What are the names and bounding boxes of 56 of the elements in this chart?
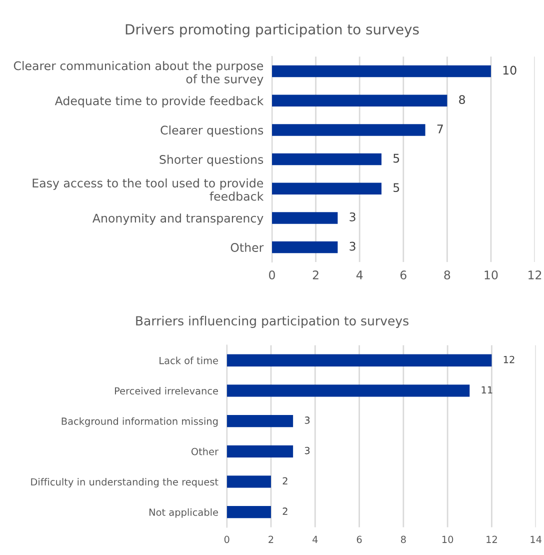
y-tick-label: Adequate time to provide feedback xyxy=(54,96,264,108)
data-label: 3 xyxy=(304,446,310,454)
bar xyxy=(272,241,338,254)
y-tick-label: Clearer questions xyxy=(160,125,264,137)
x-tick-label: 12 xyxy=(528,270,542,280)
data-label: 5 xyxy=(394,183,400,192)
bar xyxy=(226,384,470,397)
data-label: 12 xyxy=(504,356,514,364)
x-tick-label: 0 xyxy=(269,270,275,280)
x-tick-label: 10 xyxy=(442,536,454,544)
y-tick-label: Anonymity and transparency xyxy=(92,213,264,225)
data-label: 3 xyxy=(350,212,356,222)
chart-title: Barriers influencing participation to surveys xyxy=(136,316,408,328)
x-tick-label: 4 xyxy=(312,536,318,543)
x-tick-label: 12 xyxy=(486,536,497,543)
x-tick-label: 2 xyxy=(268,536,274,543)
x-tick-label: 8 xyxy=(400,536,406,544)
y-tick-label: Lack of time xyxy=(160,356,218,364)
bar xyxy=(272,212,338,224)
data-label: 7 xyxy=(437,124,443,134)
data-label: 2 xyxy=(282,508,288,515)
bar xyxy=(226,354,492,366)
x-tick-label: 14 xyxy=(530,536,542,543)
bar xyxy=(272,94,448,106)
data-label: 3 xyxy=(350,242,356,251)
y-tick-label: Shorter questions xyxy=(160,154,264,166)
data-label: 2 xyxy=(282,477,288,484)
bar xyxy=(272,124,426,136)
bar xyxy=(272,182,382,194)
data-label: 5 xyxy=(394,154,400,163)
x-tick-label: 8 xyxy=(444,270,450,280)
data-label: 8 xyxy=(459,95,465,104)
bar xyxy=(226,476,271,488)
y-tick-label: Clearer communication about the purpose of the survey xyxy=(14,61,264,86)
y-tick-label: Background information missing xyxy=(62,417,218,427)
bar xyxy=(226,445,294,458)
y-tick-label: Difficulty in understanding the request xyxy=(31,478,218,488)
y-tick-label: Other xyxy=(191,448,219,456)
bar xyxy=(272,65,491,78)
x-tick-label: 2 xyxy=(312,270,318,280)
bar xyxy=(226,414,294,428)
data-label: 10 xyxy=(503,66,516,75)
x-tick-label: 4 xyxy=(356,270,363,280)
x-tick-label: 6 xyxy=(400,270,406,280)
x-tick-label: 6 xyxy=(356,536,362,544)
x-tick-label: 10 xyxy=(484,270,498,280)
x-tick-label: 0 xyxy=(224,536,230,544)
data-label: 11 xyxy=(482,386,492,394)
chart-title: Drivers promoting participation to surveys xyxy=(126,24,419,38)
y-tick-label: Perceived irrelevance xyxy=(115,387,218,395)
data-label: 3 xyxy=(304,416,310,424)
bar xyxy=(226,506,271,518)
y-tick-label: Not applicable xyxy=(149,508,218,518)
y-tick-label: Easy access to the tool used to provide feedback xyxy=(32,178,264,201)
bar xyxy=(272,153,382,166)
y-tick-label: Other xyxy=(230,242,264,252)
